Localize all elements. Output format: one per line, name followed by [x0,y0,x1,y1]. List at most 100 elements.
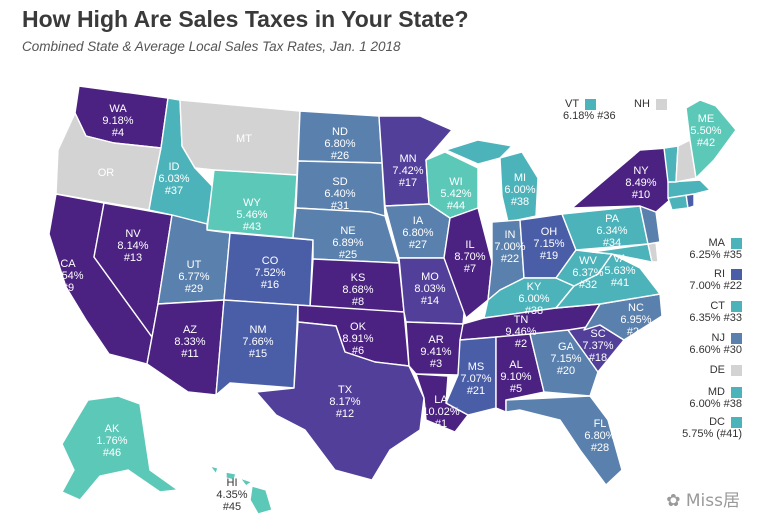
legend-nh-swatch [655,98,667,110]
state-label-ny-abbr: NY [633,165,649,177]
state-label-il-abbr: IL [465,239,474,251]
state-label-sd-abbr: SD [332,176,347,188]
state-label-va-rate: 5.63% [604,265,635,277]
legend-nj-abbr: NJ [711,332,725,344]
state-label-ar-abbr: AR [428,334,443,346]
state-label-nc-abbr: NC [628,302,644,314]
state-label-ms-rate: 7.07% [460,373,491,385]
state-label-ok-abbr: OK [350,321,367,333]
state-label-nd-rate: 6.80% [324,138,355,150]
state-label-tn-rank: #2 [515,338,527,350]
state-label-mt-abbr: MT [236,133,252,145]
state-label-va-rank: #41 [611,277,629,289]
state-nm [215,299,299,396]
state-ri [685,193,695,209]
legend-ma: MA 6.25% #35 [689,237,742,261]
state-label-wa-abbr: WA [109,103,127,115]
state-fl [505,395,623,486]
state-label-tx-rate: 8.17% [329,396,360,408]
state-label-ne-abbr: NE [340,225,355,237]
state-ga [529,329,599,397]
legend-dc-value: 5.75% (#41) [682,428,742,440]
state-label-in-rank: #22 [501,253,519,265]
legend-nj-value: 6.60% #30 [689,344,742,356]
state-label-co-abbr: CO [262,255,279,267]
legend-ma-swatch [731,237,742,249]
state-label-ks-rank: #8 [352,296,364,308]
state-label-nc-rank: #24 [627,326,645,338]
state-label-wa-rank: #4 [112,127,124,139]
state-labels: WA9.18%#4ORCA8.54%#9NV8.14%#13ID6.03%#37… [52,103,721,513]
state-label-ok-rank: #6 [352,345,364,357]
state-label-il-rate: 8.70% [454,251,485,263]
legend-md-abbr: MD [707,386,725,398]
legend-md-value: 6.00% #38 [689,398,742,410]
state-label-oh-rate: 7.15% [533,238,564,250]
state-label-fl-rank: #28 [591,442,609,454]
state-label-nv-rate: 8.14% [117,240,148,252]
state-label-sc-rank: #18 [589,352,607,364]
state-label-wy-rate: 5.46% [236,209,267,221]
state-label-va-abbr: VA [613,253,628,265]
state-label-ms-abbr: MS [468,361,485,373]
state-label-la-rank: #1 [435,418,447,430]
watermark-label: Miss居 [685,491,740,511]
state-label-la-abbr: LA [434,394,448,406]
state-label-mo-rate: 8.03% [414,283,445,295]
state-label-wi-rate: 5.42% [440,188,471,200]
legend-vt-swatch [585,98,597,110]
state-label-oh-abbr: OH [541,226,558,238]
state-label-tx-abbr: TX [338,384,353,396]
state-label-or-abbr: OR [98,167,115,179]
state-label-il-rank: #7 [464,263,476,275]
legend-dc: DC 5.75% (#41) [682,416,742,440]
state-label-sd-rate: 6.40% [324,188,355,200]
state-label-ak-abbr: AK [105,423,120,435]
legend-ma-abbr: MA [708,237,726,249]
state-label-ak-rate: 1.76% [96,435,127,447]
state-label-nc-rate: 6.95% [620,314,651,326]
state-label-ar-rank: #3 [430,358,442,370]
state-label-ga-rank: #20 [557,365,575,377]
state-label-co-rank: #16 [261,279,279,291]
state-label-id-rank: #37 [165,185,183,197]
state-mi [499,151,539,223]
state-label-ar-rate: 9.41% [420,346,451,358]
state-label-ca-rate: 8.54% [52,270,83,282]
state-label-wy-rank: #43 [243,221,261,233]
state-label-wa-rate: 9.18% [102,115,133,127]
state-label-ok-rate: 8.91% [342,333,373,345]
state-label-al-rate: 9.10% [500,371,531,383]
state-ny [571,147,673,213]
legend-ct-value: 6.35% #33 [689,312,742,324]
state-label-nm-rank: #15 [249,348,267,360]
state-label-ks-abbr: KS [351,272,366,284]
legend-ct-abbr: CT [710,300,725,312]
state-label-ia-rank: #27 [409,239,427,251]
state-label-mi-rate: 6.00% [504,184,535,196]
state-label-ks-rate: 8.68% [342,284,373,296]
legend-ct: CT 6.35% #33 [689,300,742,324]
state-label-ut-rank: #29 [185,283,203,295]
state-label-ga-abbr: GA [558,341,575,353]
watermark-icon: ✿ [666,491,681,511]
state-label-id-abbr: ID [169,161,180,173]
state-label-ut-abbr: UT [187,259,202,271]
state-label-mn-rate: 7.42% [392,165,423,177]
state-label-nm-abbr: NM [249,324,266,336]
state-label-fl-rate: 6.80% [584,430,615,442]
state-label-ne-rank: #25 [339,249,357,261]
state-label-ut-rate: 6.77% [178,271,209,283]
state-label-wv-abbr: WV [579,255,597,267]
legend-vt-value: 6.18% #36 [563,110,616,122]
state-label-wv-rank: #32 [579,279,597,291]
state-label-mn-rank: #17 [399,177,417,189]
state-label-wi-rank: #44 [447,200,465,212]
state-label-sc-abbr: SC [590,328,605,340]
state-label-tn-rate: 9.46% [505,326,536,338]
state-label-in-abbr: IN [505,229,516,241]
state-label-me-rate: 5.50% [690,125,721,137]
state-ar [405,321,464,376]
state-label-sd-rank: #31 [331,200,349,212]
